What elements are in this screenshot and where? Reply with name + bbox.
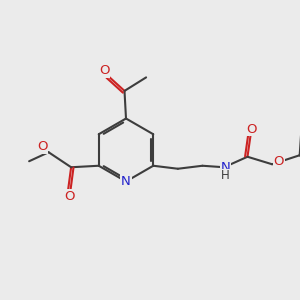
Text: O: O <box>247 123 257 136</box>
Text: O: O <box>37 140 47 153</box>
Text: N: N <box>121 175 131 188</box>
Text: N: N <box>221 161 230 174</box>
Text: H: H <box>221 169 230 182</box>
Text: O: O <box>99 64 110 77</box>
Text: O: O <box>273 155 284 168</box>
Text: O: O <box>64 190 74 203</box>
